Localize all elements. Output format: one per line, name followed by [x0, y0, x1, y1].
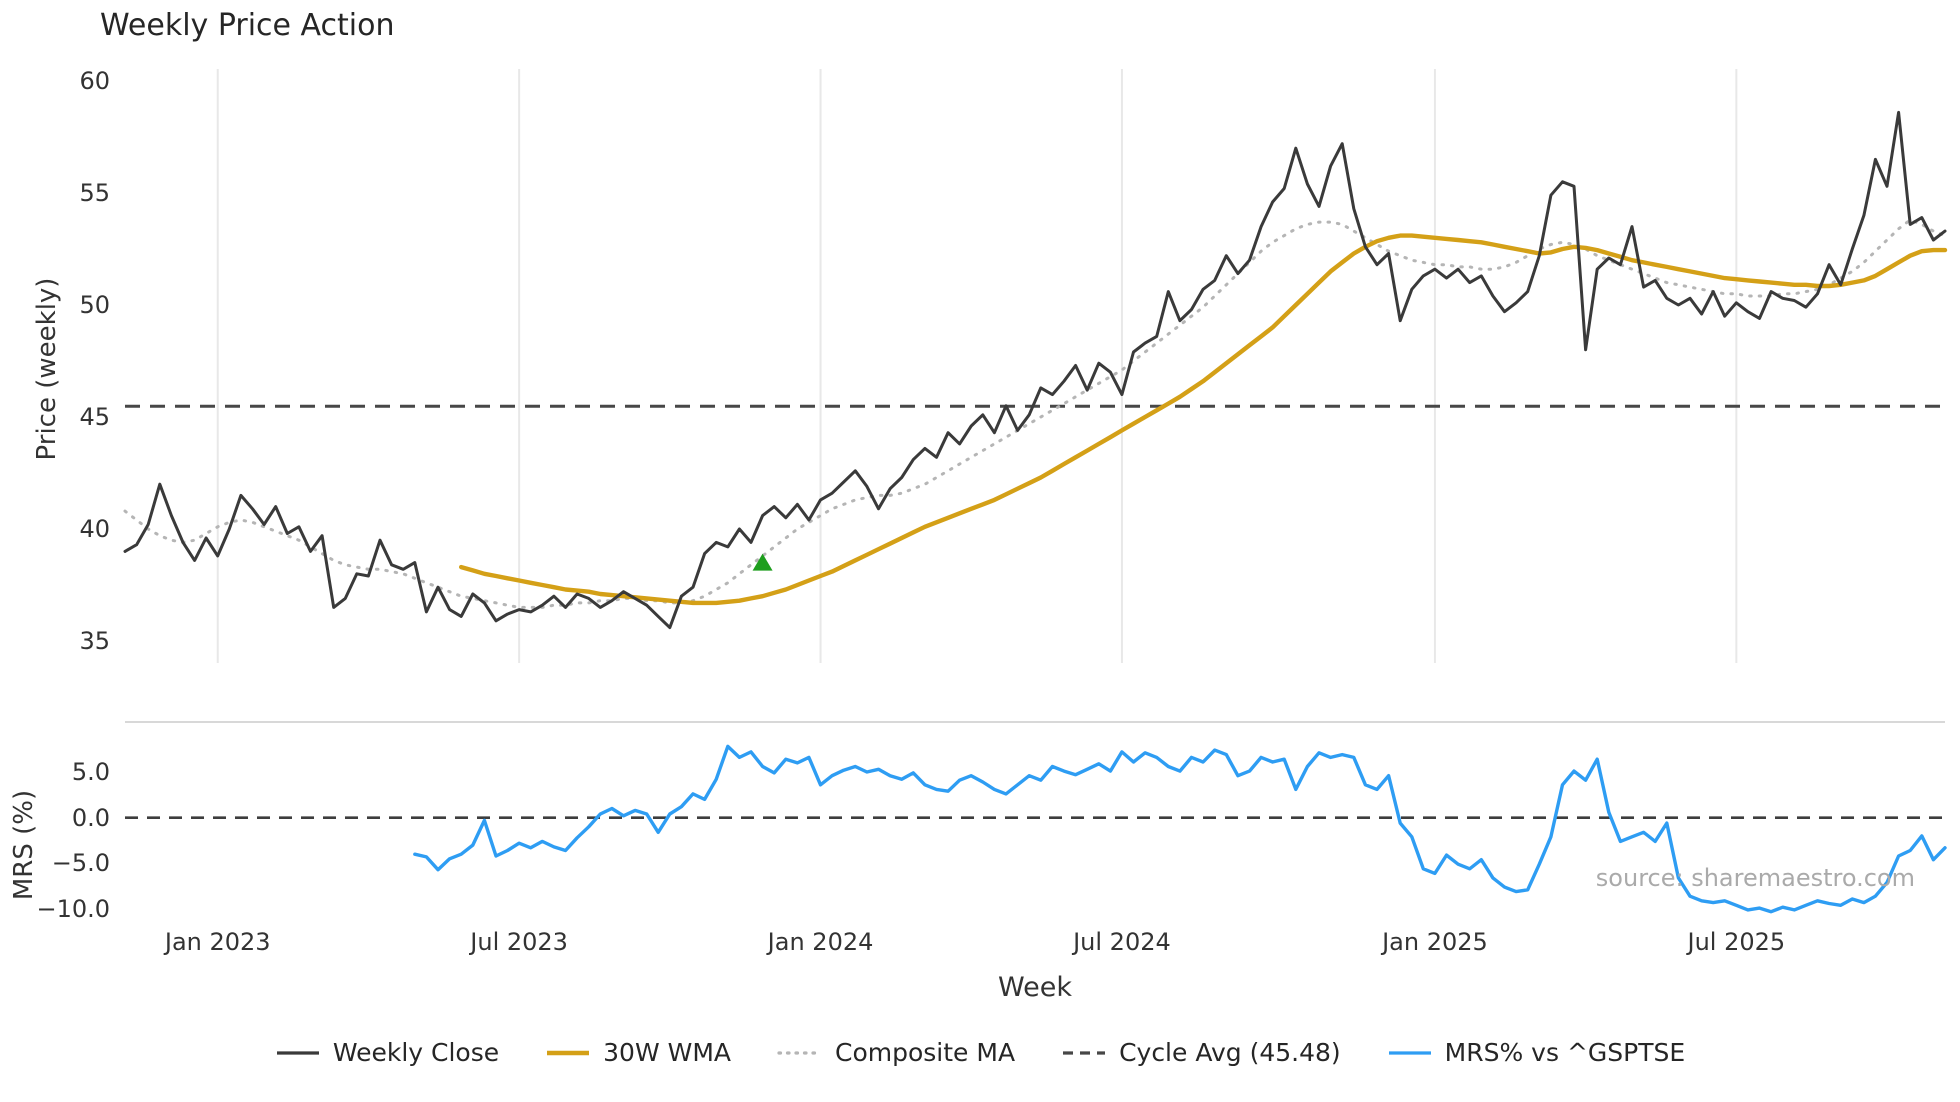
legend-item-weekly-close: Weekly Close	[275, 1038, 499, 1067]
wma-line	[459, 233, 1948, 606]
legend-item-wma: 30W WMA	[545, 1038, 731, 1067]
weekly-close-line	[123, 110, 1947, 630]
x-tick-label: Jul 2025	[1687, 928, 1786, 956]
x-axis-label: Week	[998, 972, 1072, 1003]
composite-ma-line	[123, 218, 1947, 609]
mrs-ytick-label: −5.0	[51, 849, 110, 878]
buy-signal-marker	[752, 553, 773, 571]
price-ytick-label: 55	[79, 179, 110, 207]
legend-label-composite-ma: Composite MA	[835, 1038, 1016, 1067]
price-ytick-label: 45	[79, 403, 110, 431]
price-ytick-label: 50	[79, 291, 110, 319]
legend-item-composite-ma: Composite MA	[777, 1038, 1015, 1067]
legend-item-cycle-avg: Cycle Avg (45.48)	[1061, 1038, 1341, 1067]
x-tick-label: Jan 2025	[1382, 928, 1488, 956]
legend-sample-weekly-close	[276, 1050, 319, 1055]
legend-sample-mrs	[1388, 1050, 1431, 1055]
mrs-ytick-label: −10.0	[36, 895, 110, 923]
mrs-line	[413, 744, 1947, 914]
source-note: source: sharemaestro.com	[1595, 864, 1915, 892]
legend-label-wma: 30W WMA	[603, 1038, 732, 1067]
price-ytick-label: 35	[79, 627, 110, 655]
price-ytick-label: 60	[79, 67, 110, 95]
x-tick-label: Jul 2023	[470, 928, 568, 956]
chart-title: Weekly Price Action	[100, 8, 395, 43]
legend-sample-composite-ma	[777, 1050, 823, 1055]
legend: Weekly Close 30W WMA Composite MA Cycle Avg…	[0, 1038, 1960, 1067]
legend-label-mrs: MRS% vs ^GSPTSE	[1444, 1038, 1686, 1067]
x-tick-label: Jan 2024	[767, 928, 874, 956]
legend-sample-wma	[547, 1050, 590, 1055]
legend-item-mrs: MRS% vs ^GSPTSE	[1387, 1038, 1685, 1067]
legend-sample-cycle-avg	[1063, 1050, 1106, 1055]
mrs-ytick-label: 5.0	[71, 758, 110, 786]
x-tick-label: Jul 2024	[1073, 928, 1171, 956]
price-ytick-label: 40	[79, 515, 110, 543]
x-tick-label: Jan 2023	[164, 928, 271, 956]
legend-label-cycle-avg: Cycle Avg (45.48)	[1119, 1038, 1341, 1067]
mrs-ytick-label: 0.0	[71, 803, 110, 832]
legend-label-weekly-close: Weekly Close	[332, 1038, 500, 1067]
